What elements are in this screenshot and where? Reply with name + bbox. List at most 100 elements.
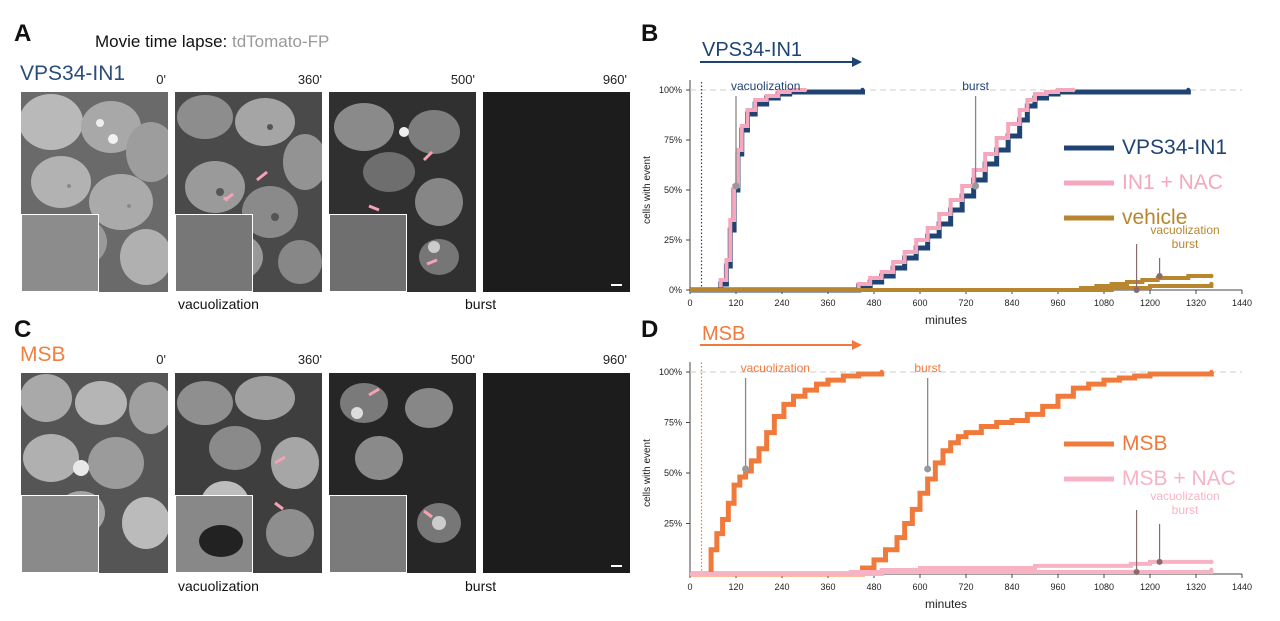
micrograph-a-0 — [21, 92, 168, 292]
inset-a-360 — [175, 214, 253, 292]
chartD-xtick-label-1320: 1320 — [1186, 582, 1206, 592]
inset-c-0 — [21, 495, 99, 573]
chartB-xtick-label-120: 120 — [728, 298, 743, 308]
chartB-ytick-label-75: 75% — [664, 135, 682, 145]
chartD-annotation-dot-1 — [924, 465, 932, 473]
chart-b-header-arrowhead — [852, 57, 862, 67]
chartB-xtick-label-1320: 1320 — [1186, 298, 1206, 308]
panel-label-a: A — [14, 20, 32, 47]
chartD-xtick-label-120: 120 — [728, 582, 743, 592]
chartB-xtick-label-960: 960 — [1050, 298, 1065, 308]
chartB-xtick-label-480: 480 — [866, 298, 881, 308]
chartD-annotation-dot-0 — [742, 465, 750, 473]
timepoint-a-960: 960' — [602, 72, 627, 87]
scale-bar-a — [611, 284, 622, 286]
chart-b: VPS34-IN1 0 120 240 360 480 600 720 840 960 1080 1… — [642, 40, 1252, 327]
caption-a-burst: burst — [465, 296, 497, 312]
caption-c-burst: burst — [465, 578, 497, 594]
chartB-xtick-label-1080: 1080 — [1094, 298, 1114, 308]
chartB-series-end-dot-4 — [1209, 273, 1214, 279]
chartB-series-vehicle-burst — [690, 284, 1214, 292]
chartD-xtick-label-720: 720 — [958, 582, 973, 592]
caption-c-vacuolization: vacuolization — [178, 578, 259, 594]
chart-d-header: MSB — [700, 323, 862, 350]
chartB-series-in1-nac-burst — [690, 88, 1074, 292]
chartB-ytick-label-25: 25% — [664, 235, 682, 245]
chartD-legend-msb: MSB — [1122, 432, 1168, 455]
chartD-series-end-dot-2 — [1209, 559, 1214, 565]
chartB-legend-vehicle: vehicle — [1122, 206, 1187, 229]
chartD-ytick-label-25: 25% — [664, 519, 682, 529]
chart-b-header-text: VPS34-IN1 — [702, 40, 802, 61]
inset-c-360 — [175, 495, 253, 573]
chartD-xtick-label-0: 0 — [687, 582, 692, 592]
chartB-series-end-dot-0 — [860, 87, 865, 93]
chartB-xtick-label-720: 720 — [958, 298, 973, 308]
chartD-ytick-label-100: 100% — [659, 367, 682, 377]
chartD-xtick-label-480: 480 — [866, 582, 881, 592]
chartD-xlabel: minutes — [925, 597, 967, 611]
timepoint-c-0: 0' — [156, 352, 166, 367]
chartB-series-end-dot-1 — [802, 87, 808, 93]
chartB-series-vps34-in1-vacuolization — [690, 89, 865, 293]
chart-d: MSB 0 120 240 360 480 600 720 840 960 1080 1200 132… — [642, 323, 1252, 611]
chartD-series-end-dot-0 — [879, 369, 884, 375]
micrograph-c-500 — [329, 373, 476, 573]
chartB-series-in1-nac-vacuolization — [690, 88, 805, 292]
chartB-ytick-label-0: 0% — [669, 285, 682, 295]
figure-title-prefix: Movie time lapse: — [95, 32, 232, 51]
chartD-xtick-label-600: 600 — [912, 582, 927, 592]
micrograph-c-360 — [175, 373, 322, 573]
timepoint-a-360: 360' — [297, 72, 322, 87]
chartD-small-pin-dot-0 — [1156, 558, 1163, 565]
condition-label-vps34: VPS34-IN1 — [20, 62, 126, 85]
condition-label-msb: MSB — [20, 343, 66, 366]
chartB-small-pin-dot-0 — [1156, 273, 1163, 279]
figure-title: Movie time lapse: tdTomato-FP — [95, 32, 329, 52]
panel-label-c: C — [14, 316, 32, 343]
chartB-legend-in1-nac: IN1 + NAC — [1122, 171, 1223, 194]
chartB-series-end-dot-2 — [1186, 87, 1191, 93]
chartB-ytick-label-50: 50% — [664, 185, 682, 195]
chartB-legend-vps34-in1: VPS34-IN1 — [1122, 136, 1227, 159]
chartD-xtick-label-960: 960 — [1050, 582, 1065, 592]
chartD-small-label-burst: burst — [1172, 503, 1199, 517]
timepoint-a-0: 0' — [156, 72, 166, 87]
chartB-ytick-label-100: 100% — [659, 85, 682, 95]
chartB-series-end-dot-3 — [1071, 87, 1076, 93]
chartB-annotation-dot-0 — [732, 182, 740, 190]
chartD-annotation-vacuolization: vacuolization — [741, 361, 810, 375]
chartD-xtick-label-1200: 1200 — [1140, 582, 1160, 592]
timepoint-c-960: 960' — [602, 352, 627, 367]
chartB-ylabel: cells with event — [642, 156, 653, 224]
scale-bar-c — [611, 565, 622, 567]
timepoint-a-500: 500' — [450, 72, 475, 87]
chartD-ytick-label-50: 50% — [664, 468, 682, 478]
chartD-series-msb-burst — [690, 371, 1214, 577]
chartD-xtick-label-360: 360 — [820, 582, 835, 592]
chartB-small-label-burst: burst — [1172, 237, 1199, 251]
panel-label-b: B — [641, 20, 659, 47]
chartD-annotation-burst: burst — [914, 361, 941, 375]
chartD-xtick-label-840: 840 — [1004, 582, 1019, 592]
chartD-xtick-label-1440: 1440 — [1232, 582, 1252, 592]
micrograph-c-0 — [21, 373, 168, 573]
chartD-series-end-dot-1 — [1209, 369, 1214, 375]
micrograph-a-360 — [175, 92, 322, 292]
chartB-xtick-label-240: 240 — [774, 298, 789, 308]
caption-a-vacuolization: vacuolization — [178, 296, 259, 312]
chartD-ylabel: cells with event — [642, 439, 653, 507]
timepoint-c-500: 500' — [450, 352, 475, 367]
figure-title-fp: tdTomato-FP — [232, 32, 330, 51]
micrograph-c-960 — [483, 373, 630, 573]
chart-d-header-text: MSB — [702, 323, 745, 345]
chartB-xlabel: minutes — [925, 313, 967, 327]
chartB-small-pin-dot-1 — [1133, 287, 1140, 293]
chartB-xtick-label-600: 600 — [912, 298, 927, 308]
timepoint-c-360: 360' — [297, 352, 322, 367]
chart-b-header: VPS34-IN1 — [700, 40, 862, 67]
chartB-xtick-label-1200: 1200 — [1140, 298, 1160, 308]
chartB-annotation-vacuolization: vacuolization — [731, 79, 800, 93]
chartB-series-vps34-in1-burst — [690, 89, 1191, 293]
panel-label-d: D — [641, 316, 659, 343]
